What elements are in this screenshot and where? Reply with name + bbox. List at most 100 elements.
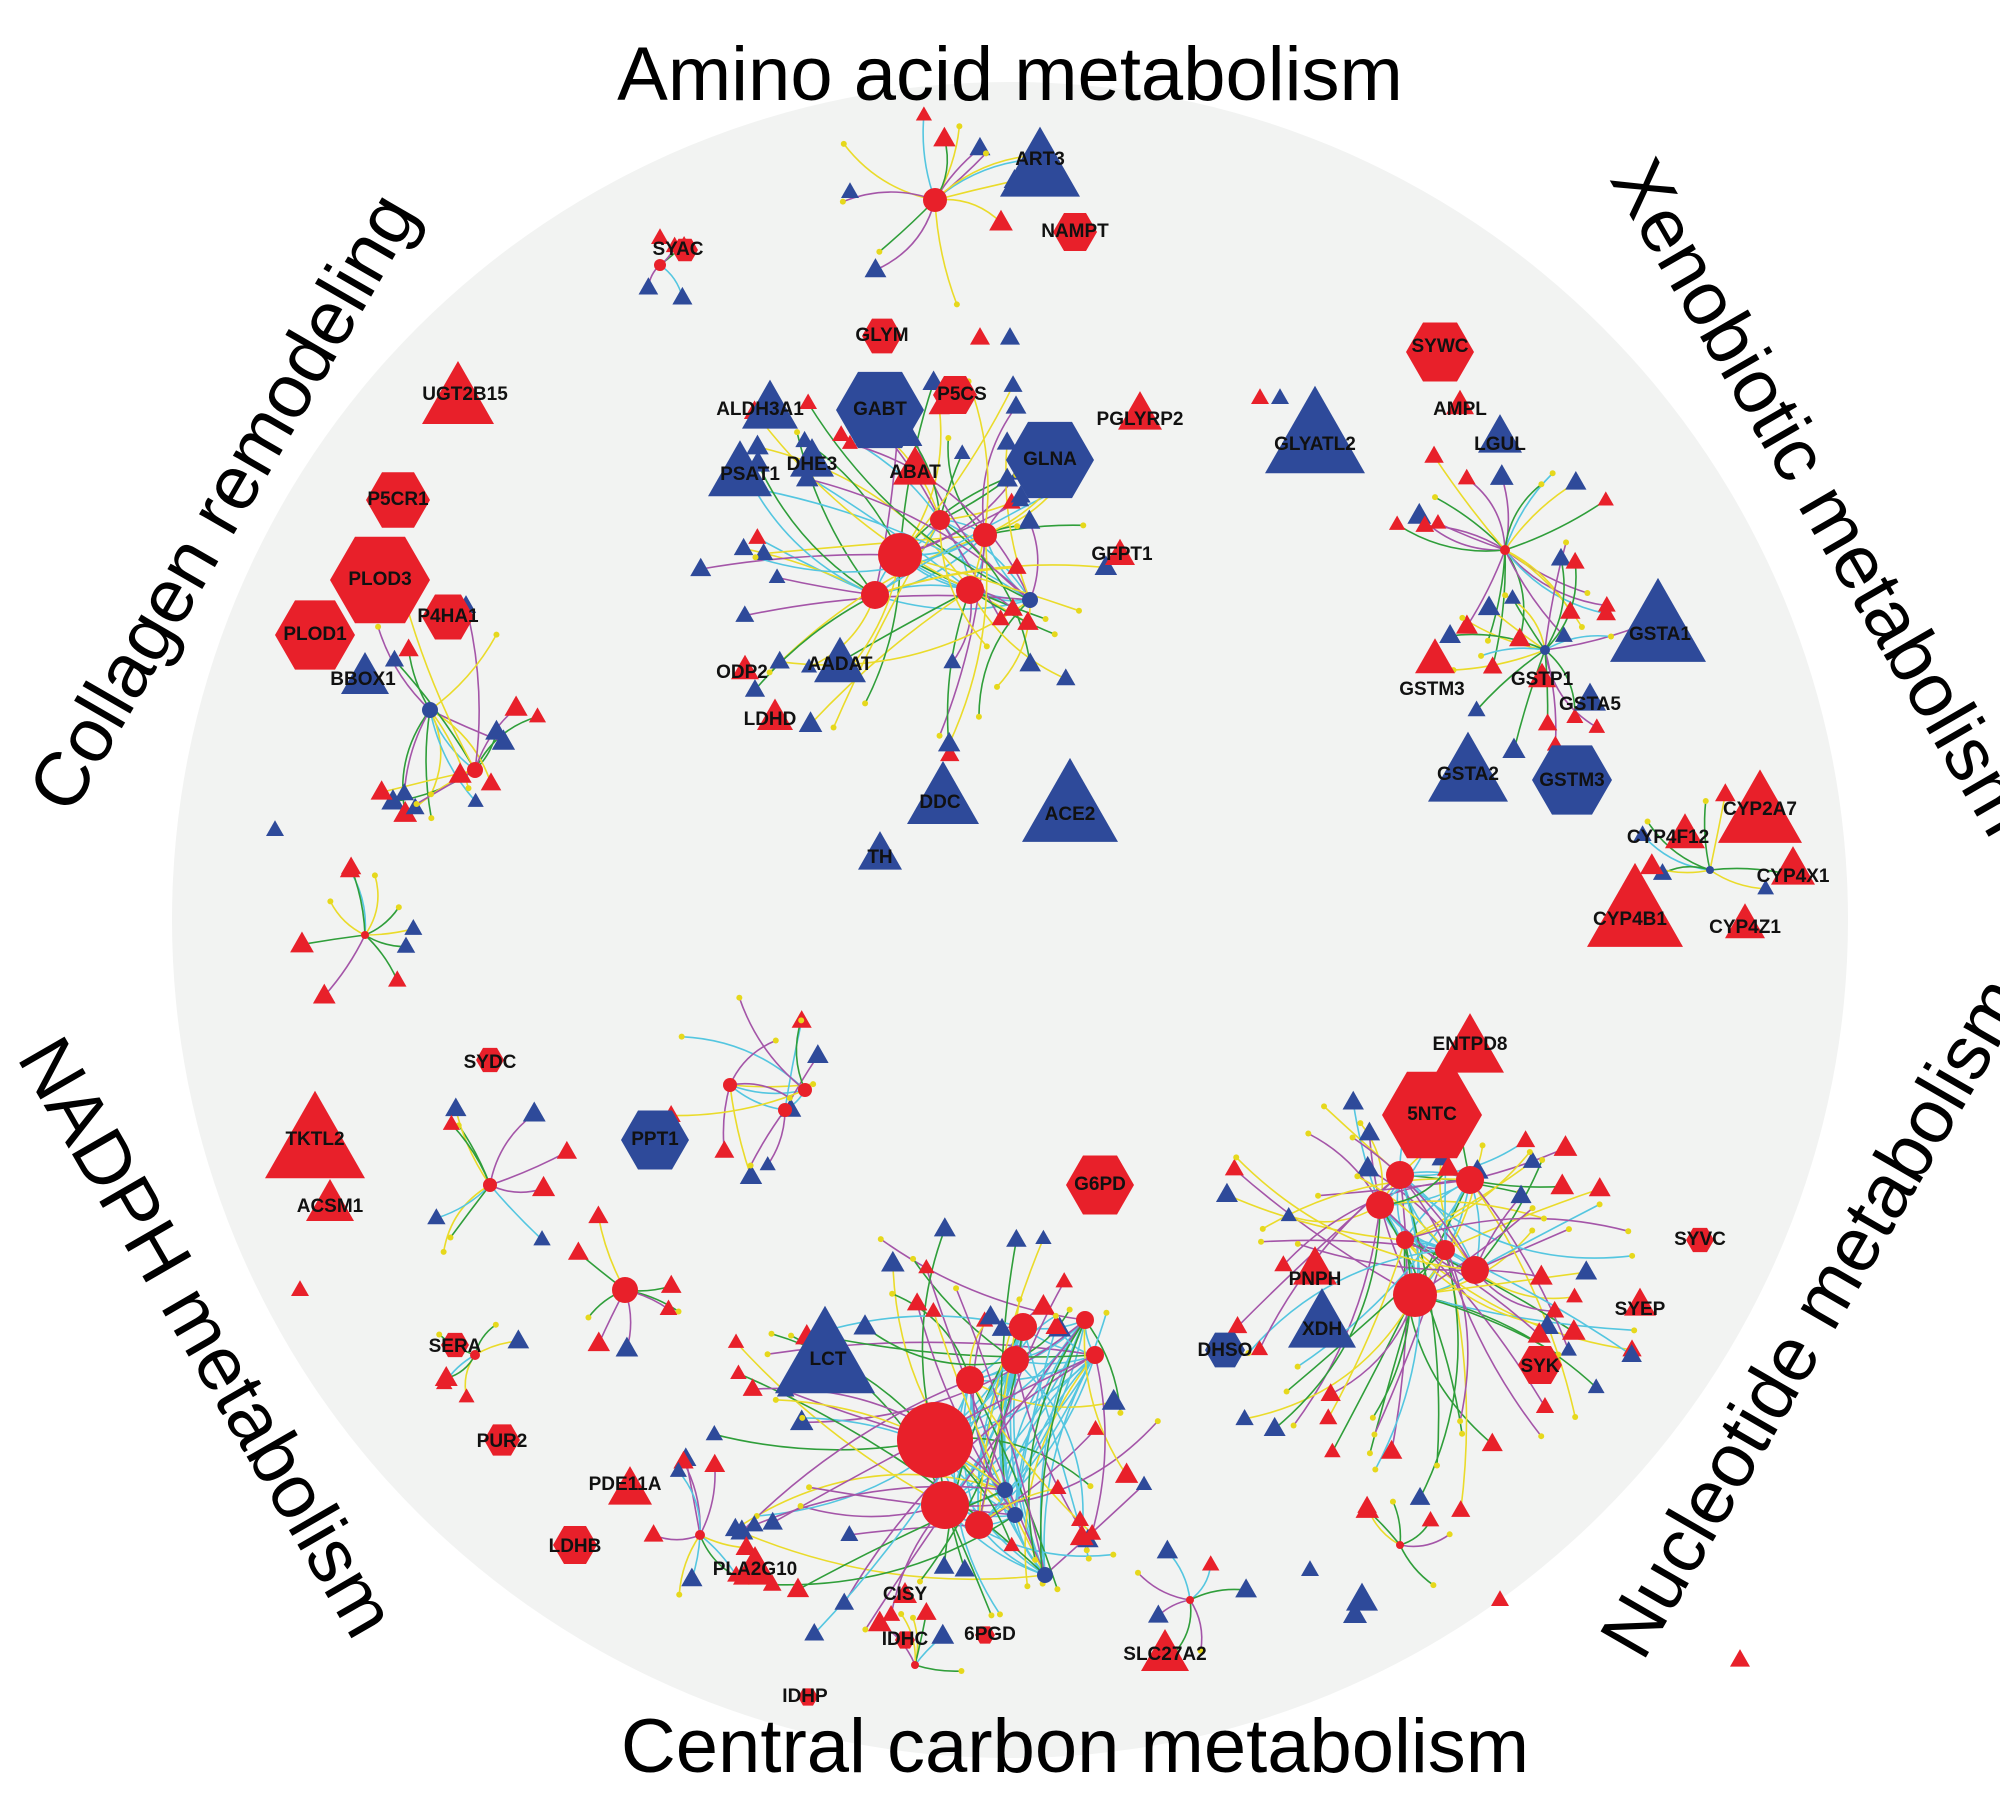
gene-node-5ntc (1382, 1071, 1482, 1159)
edge-central (744, 1532, 1046, 1581)
edge-bottom-right (1399, 1533, 1451, 1548)
leaf-dot (1629, 1252, 1636, 1259)
gene-label-plod3: PLOD3 (348, 569, 411, 590)
leaf-dot (1290, 1422, 1297, 1429)
leaf-node (1007, 556, 1027, 574)
leaf-node (1421, 1510, 1440, 1527)
edge-central (955, 1287, 1046, 1576)
gene-node-6pgd (975, 1626, 995, 1644)
leaf-node (1201, 1555, 1220, 1571)
hub-node (1435, 1240, 1455, 1260)
gene-label-aldh3a1: ALDH3A1 (716, 399, 804, 420)
leaf-node (1515, 1130, 1536, 1148)
leaf-dot (1644, 818, 1651, 825)
edge-nucleo (1331, 1179, 1471, 1453)
gene-node-gfpt1 (1105, 538, 1135, 565)
leaf-dot (876, 248, 883, 255)
gene-node-idhp (798, 1688, 818, 1706)
leaf-node (643, 1524, 664, 1542)
hub-node (1500, 545, 1510, 555)
leaf-node (1566, 708, 1584, 723)
leaf-node (1055, 1272, 1073, 1288)
scattered-node (1346, 1582, 1378, 1611)
gene-label-th: TH (867, 847, 892, 868)
leaf-node (1757, 879, 1775, 895)
gene-node-gstm3 (1415, 638, 1455, 674)
scattered-node (1251, 388, 1269, 404)
edge-collagen (405, 602, 476, 771)
leaf-node (841, 434, 858, 449)
leaf-node (1522, 1151, 1542, 1168)
hub-node (361, 931, 369, 939)
leaf-dot (678, 1033, 685, 1040)
gene-label-ace2: ACE2 (1045, 804, 1096, 825)
gene-node-syk (1518, 1345, 1562, 1385)
edge-central (1014, 1326, 1058, 1516)
gene-label-gsta2: GSTA2 (1437, 764, 1499, 785)
leaf-node (1545, 1300, 1565, 1318)
leaf-dot (1016, 1296, 1023, 1303)
leaf-dot (440, 1248, 447, 1255)
leaf-node (1002, 598, 1023, 616)
leaf-dot (1479, 1142, 1486, 1149)
gene-label-glyatl2: GLYATL2 (1274, 434, 1356, 455)
leaf-node (1597, 491, 1614, 506)
leaf-dot (1349, 1134, 1356, 1141)
gene-label-gsta5: GSTA5 (1559, 694, 1621, 715)
edge-collagen (429, 709, 442, 795)
edge-nucleo (1404, 1151, 1531, 1241)
gene-node-art3 (1000, 126, 1080, 197)
leaf-dot (1366, 1450, 1373, 1457)
leaf-node (1502, 737, 1526, 759)
edge-xeno-top (1491, 549, 1507, 668)
leaf-dot (1354, 1173, 1361, 1180)
scattered-node (266, 820, 284, 836)
edge-nucleo (1235, 1156, 1476, 1271)
leaf-node (448, 762, 472, 783)
edge-central (1086, 1354, 1106, 1551)
leaf-dot (1054, 1586, 1061, 1593)
leaf-dot (1540, 1215, 1547, 1222)
leaf-node (507, 1329, 530, 1349)
hub-node (654, 259, 666, 271)
leaf-node (954, 1558, 975, 1577)
leaf-node (398, 638, 419, 657)
leaf-node (669, 1461, 687, 1477)
leaf-node (1489, 464, 1514, 485)
edge-central (775, 1399, 1006, 1491)
leaf-dot (1484, 637, 1491, 644)
leaf-node (1087, 1420, 1105, 1435)
leaf-node (1652, 863, 1673, 880)
edge-aa-main (763, 534, 986, 555)
gene-node-plod1 (275, 600, 355, 670)
gene-label-syep: SYEP (1615, 1299, 1666, 1320)
leaf-dot (752, 554, 759, 561)
edge-hub-ppt1 (729, 1084, 806, 1095)
edge-nucleo (1474, 1159, 1543, 1271)
leaf-node (996, 431, 1018, 450)
gene-node-xdh (1288, 1288, 1356, 1348)
edge-xeno-top (1504, 549, 1525, 640)
leaf-dot (375, 623, 382, 630)
gene-label-idhc: IDHC (882, 1629, 929, 1650)
gene-node-ldhd (757, 698, 793, 730)
leaf-dot (1539, 1157, 1546, 1164)
leaf-dot (916, 1578, 923, 1585)
leaf-node (864, 258, 887, 278)
gene-label-acsm1: ACSM1 (297, 1196, 364, 1217)
gene-label-p5cr1: P5CR1 (367, 489, 429, 510)
leaf-node (659, 1299, 678, 1316)
leaf-dot (1625, 1228, 1632, 1235)
edge-left-mid (329, 901, 366, 936)
scattered-node (841, 182, 859, 198)
leaf-node (1597, 595, 1616, 612)
leaf-dot (1529, 1227, 1536, 1234)
gene-node-cisy (893, 1581, 917, 1603)
edge-aa-main (807, 402, 1031, 601)
gene-label-layer: ART3 NAMPT SYAC GLYM ALDH3A1 GABT P5CS PGLYRP2 G… (283, 149, 1830, 1707)
hub-node (1396, 1231, 1414, 1249)
edge-central (1039, 1319, 1086, 1584)
edge-nucleo (1474, 1203, 1600, 1271)
leaf-node (1537, 713, 1558, 731)
edge-nucleo (1373, 1249, 1446, 1435)
